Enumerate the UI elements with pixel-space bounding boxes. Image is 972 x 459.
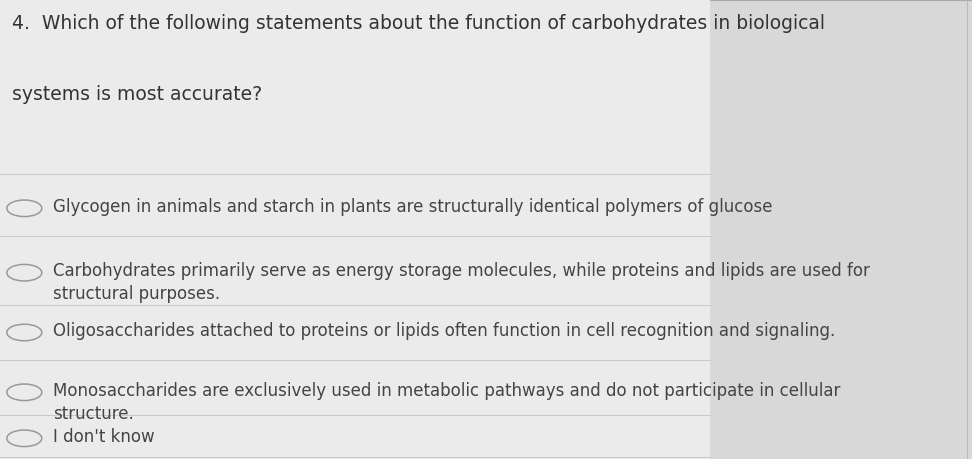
- Text: Carbohydrates primarily serve as energy storage molecules, while proteins and li: Carbohydrates primarily serve as energy …: [53, 262, 870, 302]
- Text: Oligosaccharides attached to proteins or lipids often function in cell recogniti: Oligosaccharides attached to proteins or…: [53, 321, 836, 339]
- Text: I don't know: I don't know: [53, 427, 156, 445]
- FancyBboxPatch shape: [710, 0, 972, 459]
- Text: Glycogen in animals and starch in plants are structurally identical polymers of : Glycogen in animals and starch in plants…: [53, 197, 773, 215]
- Text: 4.  Which of the following statements about the function of carbohydrates in bio: 4. Which of the following statements abo…: [12, 14, 824, 33]
- Text: systems is most accurate?: systems is most accurate?: [12, 85, 261, 104]
- FancyBboxPatch shape: [0, 0, 710, 459]
- Text: Monosaccharides are exclusively used in metabolic pathways and do not participat: Monosaccharides are exclusively used in …: [53, 381, 841, 422]
